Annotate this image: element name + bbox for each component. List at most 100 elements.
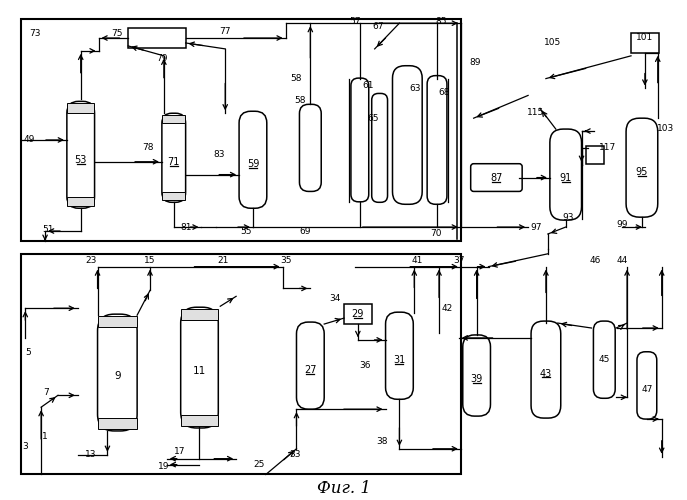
Text: 15: 15 — [144, 256, 156, 265]
Text: 11: 11 — [193, 366, 206, 376]
FancyBboxPatch shape — [427, 76, 447, 204]
Text: 25: 25 — [254, 460, 264, 469]
Text: 70: 70 — [430, 230, 442, 238]
Text: 77: 77 — [219, 26, 231, 36]
Text: 105: 105 — [544, 38, 561, 48]
Text: 27: 27 — [304, 364, 317, 374]
Text: 59: 59 — [247, 158, 259, 168]
FancyBboxPatch shape — [181, 307, 218, 428]
FancyBboxPatch shape — [471, 164, 522, 192]
FancyBboxPatch shape — [351, 78, 369, 202]
Text: 89: 89 — [469, 58, 480, 68]
Text: 115: 115 — [528, 108, 545, 116]
Text: 75: 75 — [111, 28, 123, 38]
Text: 61: 61 — [362, 81, 374, 90]
Text: 83: 83 — [214, 150, 225, 160]
FancyBboxPatch shape — [637, 352, 657, 419]
Text: 99: 99 — [616, 220, 628, 228]
Text: 35: 35 — [280, 256, 291, 265]
Text: 31: 31 — [393, 354, 405, 364]
Text: 47: 47 — [641, 385, 653, 394]
FancyBboxPatch shape — [463, 335, 491, 416]
Text: 58: 58 — [295, 96, 306, 105]
FancyBboxPatch shape — [297, 322, 324, 409]
Text: 7: 7 — [43, 388, 49, 397]
FancyBboxPatch shape — [239, 112, 267, 208]
Text: 65: 65 — [367, 114, 379, 122]
Text: 71: 71 — [168, 156, 180, 166]
Text: 117: 117 — [598, 144, 616, 152]
Text: 46: 46 — [589, 256, 601, 265]
FancyBboxPatch shape — [98, 314, 137, 431]
Text: 85: 85 — [436, 16, 447, 26]
Text: 49: 49 — [23, 136, 34, 144]
FancyBboxPatch shape — [550, 129, 581, 220]
Bar — [21, 254, 461, 474]
Text: 81: 81 — [181, 222, 192, 232]
Text: 103: 103 — [657, 124, 674, 132]
Text: 45: 45 — [598, 355, 610, 364]
Text: 73: 73 — [30, 28, 41, 38]
Text: 58: 58 — [291, 74, 302, 83]
Text: 17: 17 — [174, 447, 185, 456]
FancyBboxPatch shape — [531, 321, 561, 418]
Text: 68: 68 — [438, 88, 450, 97]
Text: 41: 41 — [412, 256, 423, 265]
Bar — [98, 418, 137, 429]
Text: 43: 43 — [540, 368, 552, 378]
Text: 44: 44 — [616, 256, 628, 265]
Text: 69: 69 — [300, 226, 311, 235]
Text: 101: 101 — [636, 32, 653, 42]
Text: 38: 38 — [376, 438, 387, 446]
FancyBboxPatch shape — [67, 102, 95, 208]
Text: 91: 91 — [560, 172, 572, 182]
Text: 78: 78 — [142, 144, 154, 152]
Bar — [344, 304, 372, 324]
FancyBboxPatch shape — [392, 66, 423, 204]
Bar — [21, 19, 461, 241]
Text: 33: 33 — [290, 450, 301, 459]
FancyBboxPatch shape — [162, 113, 185, 202]
Bar — [181, 309, 218, 320]
Text: 37: 37 — [453, 256, 464, 265]
Text: 29: 29 — [352, 309, 364, 319]
Text: 93: 93 — [562, 212, 574, 222]
Text: 63: 63 — [409, 84, 421, 93]
Text: 21: 21 — [218, 256, 229, 265]
Text: 95: 95 — [635, 166, 648, 176]
Text: 1: 1 — [42, 432, 48, 442]
Text: 19: 19 — [158, 462, 170, 471]
FancyBboxPatch shape — [372, 94, 387, 202]
FancyBboxPatch shape — [300, 104, 322, 192]
Text: 79: 79 — [156, 54, 168, 64]
Bar — [67, 196, 94, 206]
Text: 23: 23 — [85, 256, 96, 265]
Text: 5: 5 — [25, 348, 31, 358]
Text: Фиг. 1: Фиг. 1 — [317, 480, 371, 497]
Text: 9: 9 — [114, 370, 121, 380]
Text: 55: 55 — [240, 226, 251, 235]
FancyBboxPatch shape — [626, 118, 657, 217]
Text: 53: 53 — [74, 155, 87, 165]
FancyBboxPatch shape — [385, 312, 414, 400]
Bar — [98, 316, 137, 326]
Text: 39: 39 — [471, 374, 483, 384]
Bar — [631, 33, 659, 53]
Bar — [162, 192, 185, 200]
Bar — [128, 28, 185, 48]
FancyBboxPatch shape — [594, 321, 615, 398]
Text: 97: 97 — [530, 222, 542, 232]
Text: 34: 34 — [329, 294, 341, 303]
Text: 3: 3 — [23, 442, 28, 452]
Text: 36: 36 — [359, 361, 370, 370]
Bar — [162, 115, 185, 123]
Text: 42: 42 — [441, 304, 453, 312]
Text: 13: 13 — [85, 450, 96, 459]
Text: 87: 87 — [491, 172, 503, 182]
Bar — [67, 104, 94, 113]
Text: 67: 67 — [372, 22, 383, 30]
Text: 57: 57 — [349, 16, 361, 26]
Bar — [181, 415, 218, 426]
Text: 51: 51 — [43, 224, 54, 234]
Bar — [587, 146, 605, 164]
